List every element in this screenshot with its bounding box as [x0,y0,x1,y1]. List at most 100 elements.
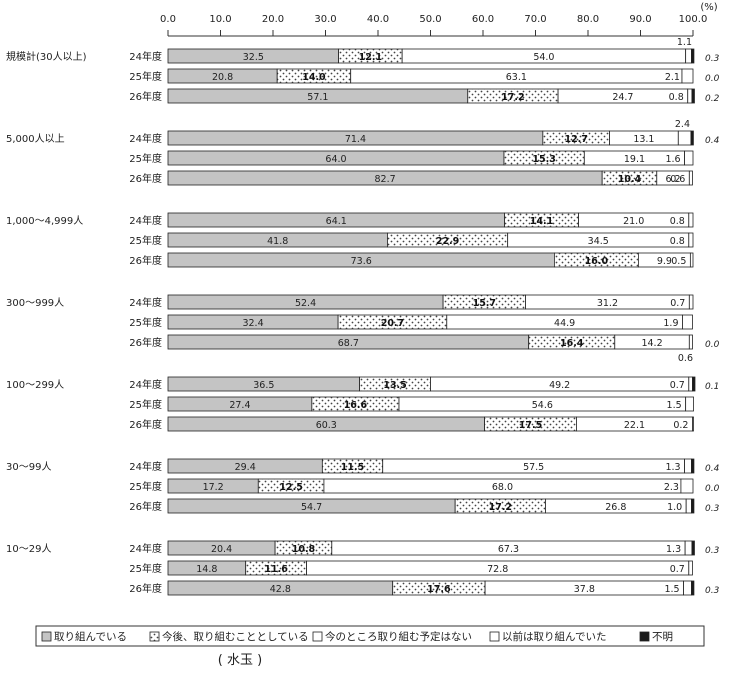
legend-swatch [41,631,52,642]
data-label: 42.8 [270,584,291,595]
bar-segment-previously [688,294,694,310]
data-label: 52.4 [295,298,316,309]
group-label: 5,000人以上 [6,133,65,145]
data-label: 12.1 [359,52,382,63]
data-label: 1.3 [666,544,681,555]
data-label: 21.0 [623,216,644,227]
data-label: 19.1 [624,154,645,165]
year-label: 26年度 [129,254,162,267]
bar-segment-previously [687,88,693,104]
bar-segment-unknown [692,376,696,392]
year-label: 25年度 [129,234,162,247]
bar-segment-previously [681,68,694,84]
bar-segment-previously [677,130,692,146]
year-label: 24年度 [129,542,162,555]
data-label: 0.0 [705,340,720,350]
group-label: 規模計(30人以上) [6,50,87,63]
handwritten-note: ( 水玉 ) [218,653,262,668]
x-tick-label: 60.0 [472,14,494,25]
x-tick-label: 40.0 [367,14,389,25]
data-label: 11.5 [341,462,364,473]
unit-label: (%) [700,2,717,13]
legend-label: 以前は取り組んでいた [502,630,606,643]
data-label: 17.2 [489,502,512,513]
bar-segment-previously [688,560,693,576]
data-label: 0.7 [670,564,685,575]
data-label: 1.3 [665,462,680,473]
x-tick-label: 10.0 [209,14,231,25]
data-label: 82.7 [375,174,396,185]
data-label: 0.0 [705,484,720,494]
data-label: 22.9 [436,236,459,247]
year-label: 24年度 [129,296,162,309]
legend-swatch [312,631,323,642]
data-label: 67.3 [498,544,519,555]
data-label: 73.6 [351,256,372,267]
data-label: 0.6 [670,174,685,185]
data-label: 0.8 [670,236,685,247]
year-label: 25年度 [129,480,162,493]
data-label: 20.8 [212,72,233,83]
data-label: 24.7 [612,92,633,103]
data-label: 54.7 [301,502,322,513]
data-label: 10.4 [618,174,642,185]
data-label: 2.4 [675,119,690,130]
data-label: 14.0 [302,72,326,83]
data-label: 13.1 [633,134,654,145]
legend-label: 取り組んでいる [54,630,127,643]
data-label: 60.3 [316,420,337,431]
data-label: 27.4 [229,400,250,411]
data-label: 0.3 [705,504,720,514]
data-label: 37.8 [574,584,595,595]
year-label: 25年度 [129,398,162,411]
data-label: 1.5 [664,584,679,595]
group-label: 300～999人 [6,297,64,309]
data-label: 12.5 [279,482,302,493]
data-label: 15.3 [532,154,555,165]
data-label: 20.4 [211,544,232,555]
data-label: 12.7 [564,134,587,145]
data-label: 0.2 [705,94,720,104]
data-label: 13.5 [383,380,406,391]
group-label: 30～99人 [6,461,51,473]
bar-segment-previously [692,416,694,432]
year-label: 26年度 [129,582,162,595]
data-label: 10.8 [292,544,316,555]
bar-segment-previously [689,252,694,268]
x-tick-label: 90.0 [629,14,651,25]
legend-label: 不明 [652,631,673,643]
bar-segment-previously [682,314,693,330]
bar-segment-previously [688,212,694,228]
bar-segment-previously [684,540,693,556]
data-label: 6.2 [665,174,680,185]
data-label: 32.4 [242,318,263,329]
group-label: 100～299人 [6,379,64,391]
data-label: 64.0 [325,154,346,165]
data-label: 72.8 [487,564,508,575]
bar-segment-unknown [691,540,695,556]
data-label: 14.8 [196,564,217,575]
year-label: 25年度 [129,70,162,83]
bar-segment-unknown [691,580,695,596]
x-tick-label: 0.0 [160,14,176,25]
data-label: 0.5 [671,256,686,267]
bar-segment-previously [688,170,693,186]
x-tick-label: 20.0 [262,14,284,25]
bar-segment-previously [680,478,694,494]
data-label: 0.7 [670,298,685,309]
x-tick-label: 70.0 [524,14,546,25]
data-label: 36.5 [253,380,274,391]
data-label: 63.1 [506,72,527,83]
bar-segment-previously [688,376,693,392]
x-tick-label: 30.0 [314,14,336,25]
data-label: 32.5 [243,52,264,63]
legend-label: 今のところ取り組む予定はない [325,630,472,643]
group-label: 1,000～4,999人 [6,215,83,227]
year-label: 26年度 [129,172,162,185]
data-label: 22.1 [624,420,645,431]
data-label: 16.4 [560,338,584,349]
bar-segment-previously [688,334,693,350]
data-label: 26.8 [605,502,626,513]
bar-segment-previously [683,580,692,596]
data-label: 0.3 [705,586,720,596]
